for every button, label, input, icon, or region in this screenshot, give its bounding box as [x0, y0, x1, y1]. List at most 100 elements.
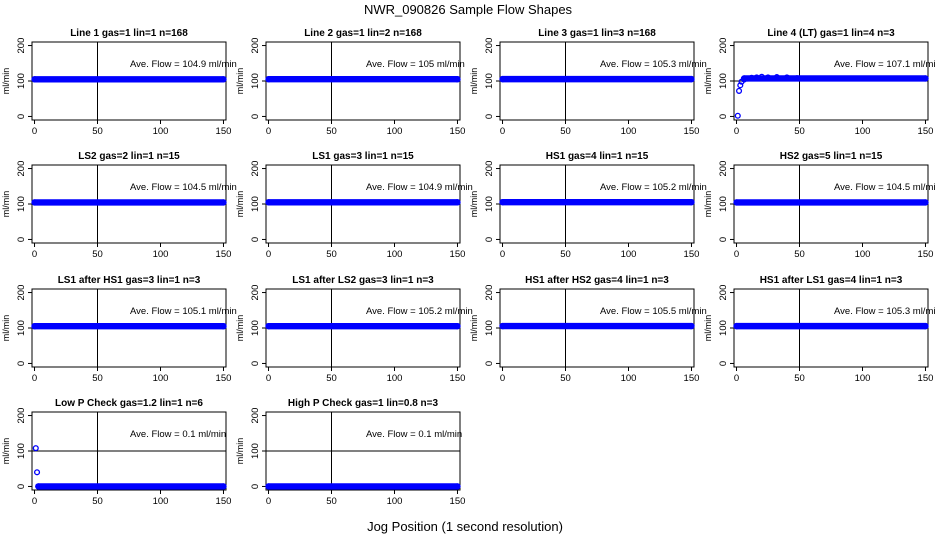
data-point [733, 322, 740, 330]
average-flow-annotation: Ave. Flow = 105.3 ml/min [834, 306, 936, 317]
average-flow-annotation: Ave. Flow = 105.2 ml/min [366, 306, 473, 317]
y-tick-label: 100 [250, 320, 261, 336]
data-point [737, 82, 744, 89]
y-tick-label: 0 [718, 237, 729, 242]
x-tick-label: 0 [266, 249, 271, 260]
y-tick-label: 0 [250, 361, 261, 366]
y-tick-label: 100 [16, 320, 27, 336]
data-series-band [31, 199, 227, 206]
y-axis-label: ml/min [469, 68, 479, 95]
data-point [499, 198, 506, 206]
y-axis-label: ml/min [469, 191, 479, 218]
data-point [220, 199, 227, 206]
x-tick-label: 0 [266, 373, 271, 384]
y-axis-label: ml/min [469, 315, 479, 342]
x-tick-label: 150 [918, 373, 934, 384]
x-tick-label: 50 [326, 249, 337, 260]
x-tick-label: 0 [734, 249, 739, 260]
y-tick-label: 0 [16, 114, 27, 119]
data-point [454, 483, 461, 490]
x-tick-label: 50 [326, 373, 337, 384]
data-point [33, 469, 41, 476]
y-axis-label: ml/min [235, 315, 245, 342]
y-tick-label: 100 [484, 196, 495, 212]
x-tick-label: 100 [621, 249, 637, 260]
y-tick-label: 200 [718, 285, 729, 301]
y-tick-label: 100 [718, 196, 729, 212]
data-point [220, 483, 227, 490]
y-tick-label: 0 [16, 484, 27, 489]
x-tick-label: 100 [387, 496, 403, 507]
y-tick-label: 200 [484, 161, 495, 177]
chart-panel: Line 1 gas=1 lin=1 n=168 0 50 100 150 0 100 200… [1, 28, 237, 137]
data-point [783, 74, 790, 81]
y-axis-label: ml/min [235, 191, 245, 218]
chart-panel: HS1 gas=4 lin=1 n=15 0 50 100 150 0 100 200 ml/m… [469, 151, 707, 260]
x-tick-label: 0 [500, 126, 505, 137]
y-tick-label: 200 [16, 285, 27, 301]
x-tick-label: 50 [92, 249, 103, 260]
y-tick-label: 100 [718, 320, 729, 336]
y-tick-label: 200 [16, 38, 27, 54]
panel-title: HS1 after HS2 gas=4 lin=1 n=3 [525, 275, 669, 286]
x-tick-label: 150 [450, 373, 466, 384]
page-title: NWR_090826 Sample Flow Shapes [364, 2, 573, 17]
x-tick-label: 150 [684, 373, 700, 384]
y-tick-label: 200 [484, 285, 495, 301]
y-tick-label: 200 [484, 38, 495, 54]
data-series-band [499, 322, 695, 330]
x-tick-label: 0 [266, 496, 271, 507]
panel-title: Line 2 gas=1 lin=2 n=168 [304, 28, 422, 39]
y-tick-label: 200 [250, 38, 261, 54]
panel-title: HS2 gas=5 lin=1 n=15 [780, 151, 883, 162]
panel-title: HS1 after LS1 gas=4 lin=1 n=3 [760, 275, 903, 286]
x-tick-label: 0 [734, 126, 739, 137]
average-flow-annotation: Ave. Flow = 107.1 ml/min [834, 59, 936, 70]
data-point [32, 445, 39, 452]
chart-panel: Line 4 (LT) gas=1 lin=4 n=3 0 50 100 150 0 100… [703, 28, 936, 137]
y-tick-label: 100 [16, 73, 27, 89]
chart-panel: HS1 after LS1 gas=4 lin=1 n=3 0 50 100 150 0 1… [703, 275, 936, 384]
y-tick-label: 100 [16, 443, 27, 459]
x-tick-label: 150 [450, 126, 466, 137]
y-tick-label: 100 [718, 73, 729, 89]
panel-title: Line 3 gas=1 lin=3 n=168 [538, 28, 656, 39]
data-point [499, 322, 506, 330]
data-point [35, 483, 42, 490]
data-point [499, 75, 506, 83]
y-axis-label: ml/min [703, 68, 713, 95]
data-point [220, 76, 227, 83]
x-tick-label: 0 [32, 496, 37, 507]
data-point [454, 76, 461, 83]
average-flow-annotation: Ave. Flow = 104.9 ml/min [366, 182, 473, 193]
data-point [265, 76, 272, 83]
x-tick-label: 150 [918, 126, 934, 137]
x-tick-label: 50 [560, 126, 571, 137]
data-series-band [35, 483, 227, 490]
data-point [764, 74, 772, 81]
average-flow-annotation: Ave. Flow = 104.9 ml/min [130, 59, 237, 70]
x-tick-label: 100 [621, 126, 637, 137]
average-flow-annotation: Ave. Flow = 105 ml/min [366, 59, 465, 70]
x-tick-label: 100 [387, 126, 403, 137]
average-flow-annotation: Ave. Flow = 104.5 ml/min [834, 182, 936, 193]
data-series-band [265, 199, 461, 206]
x-tick-label: 100 [621, 373, 637, 384]
y-axis-label: ml/min [703, 315, 713, 342]
y-tick-label: 200 [718, 38, 729, 54]
y-tick-label: 0 [484, 237, 495, 242]
data-series-band [499, 198, 695, 206]
chart-panel: High P Check gas=1 lin=0.8 n=3 0 50 100 150 0… [235, 398, 465, 507]
data-series-band [31, 322, 227, 330]
x-tick-label: 100 [855, 373, 871, 384]
x-tick-label: 50 [326, 496, 337, 507]
x-tick-label: 0 [266, 126, 271, 137]
y-tick-label: 0 [16, 361, 27, 366]
data-point [31, 76, 38, 83]
x-tick-label: 0 [734, 373, 739, 384]
y-axis-label: ml/min [703, 191, 713, 218]
data-point [922, 322, 929, 330]
chart-panel: Line 3 gas=1 lin=3 n=168 0 50 100 150 0 100 200… [469, 28, 707, 137]
data-series-band [265, 322, 461, 330]
data-point [734, 112, 741, 119]
